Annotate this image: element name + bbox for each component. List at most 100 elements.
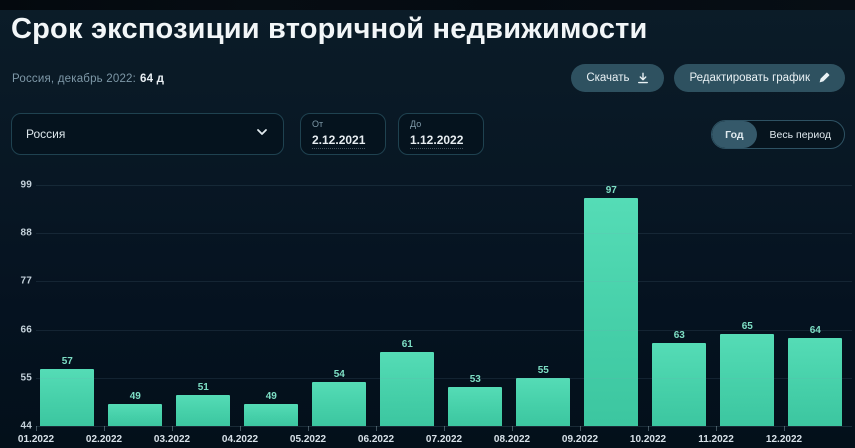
page-title: Срок экспозиции вторичной недвижимости: [11, 13, 648, 45]
bar-wrap: 54: [312, 185, 367, 426]
y-axis: 44 55 66 77 88 99: [6, 180, 32, 432]
gridline: [36, 377, 852, 379]
bar-slots: 57 01.2022 49 02.2022 51 03.2022 49 04.2022 54 05…: [18, 185, 852, 445]
controls-row: Россия От 2.12.2021 До 1.12.2022 Год Вес…: [11, 113, 845, 157]
summary-prefix: Россия, декабрь 2022:: [12, 73, 137, 85]
chevron-down-icon: [255, 125, 269, 144]
bar-wrap: 51: [176, 185, 231, 426]
bar-slot: 97 09.2022: [562, 185, 648, 445]
bar-slot: 51 03.2022: [154, 185, 240, 445]
bar-slot: 55 08.2022: [494, 185, 580, 445]
bar-03.2022[interactable]: [176, 395, 231, 426]
bar-wrap: 63: [652, 185, 707, 426]
date-to-field[interactable]: До 1.12.2022: [398, 113, 484, 155]
x-tick-label: 05.2022: [289, 434, 327, 445]
x-tick-label: 09.2022: [561, 434, 599, 445]
x-tick-label: 06.2022: [357, 434, 395, 445]
bar-value-label: 57: [61, 356, 73, 368]
bar-wrap: 53: [448, 185, 503, 426]
bar-value-label: 55: [537, 364, 549, 376]
bar-value-label: 49: [265, 391, 277, 403]
bar-value-label: 63: [673, 329, 685, 341]
bar-value-label: 61: [401, 338, 413, 350]
download-button-label: Скачать: [586, 72, 630, 84]
x-tick-label: 07.2022: [425, 434, 463, 445]
bar-slot: 49 02.2022: [86, 185, 172, 445]
x-tick-label: 12.2022: [765, 434, 803, 445]
bar-slot: 54 05.2022: [290, 185, 376, 445]
gridline: [36, 185, 852, 186]
toolbar-actions: Скачать Редактировать график: [571, 64, 845, 92]
bar-10.2022[interactable]: [652, 342, 707, 426]
edit-chart-button[interactable]: Редактировать график: [674, 64, 845, 92]
x-tick-label: 02.2022: [85, 434, 123, 445]
y-tick-label: 88: [20, 227, 32, 239]
plot-area: 57 01.2022 49 02.2022 51 03.2022 49 04.2022 54 05…: [18, 185, 852, 445]
bar-01.2022[interactable]: [40, 369, 95, 426]
x-tick-label: 01.2022: [17, 434, 55, 445]
bar-value-label: 97: [605, 185, 617, 196]
bar-wrap: 55: [516, 185, 571, 426]
x-tick-label: 04.2022: [221, 434, 259, 445]
meta-row: Россия, декабрь 2022: 64 д Скачать Редакт…: [11, 64, 845, 96]
date-to-label: До: [410, 119, 422, 129]
bar-slot: 65 11.2022: [698, 185, 784, 445]
x-axis-line: [36, 426, 852, 427]
bar-value-label: 49: [129, 391, 141, 403]
download-icon: [637, 72, 649, 84]
bar-wrap: 64: [788, 185, 843, 426]
toggle-year[interactable]: Год: [712, 121, 757, 148]
bar-value-label: 53: [469, 373, 481, 385]
y-tick-label: 77: [20, 275, 32, 287]
bar-09.2022[interactable]: [584, 198, 639, 426]
exposure-bar-chart: 44 55 66 77 88 99 57 01.2022 49 02.2022 51 03.2022…: [0, 176, 855, 448]
date-to-value: 1.12.2022: [410, 133, 464, 149]
y-tick-label: 44: [20, 420, 32, 432]
edit-chart-button-label: Редактировать график: [689, 72, 810, 84]
date-from-label: От: [312, 119, 324, 129]
bar-wrap: 49: [108, 185, 163, 426]
bar-06.2022[interactable]: [380, 351, 435, 426]
bar-value-label: 54: [333, 369, 345, 381]
bar-08.2022[interactable]: [516, 377, 571, 426]
date-from-value: 2.12.2021: [312, 133, 366, 149]
y-tick-label: 66: [20, 324, 32, 336]
bar-11.2022[interactable]: [720, 333, 775, 426]
bar-wrap: 49: [244, 185, 299, 426]
bar-value-label: 65: [741, 320, 753, 332]
x-tick-label: 11.2022: [698, 434, 734, 445]
region-select[interactable]: Россия: [11, 113, 284, 155]
bar-slot: 64 12.2022: [766, 185, 852, 445]
y-tick-label: 99: [20, 179, 32, 191]
gridline: [36, 281, 852, 283]
bar-02.2022[interactable]: [108, 404, 163, 426]
bar-slot: 53 07.2022: [426, 185, 512, 445]
bar-slot: 61 06.2022: [358, 185, 444, 445]
region-select-value: Россия: [26, 127, 66, 141]
download-button[interactable]: Скачать: [571, 64, 665, 92]
x-tick-label: 10.2022: [629, 434, 667, 445]
date-from-field[interactable]: От 2.12.2021: [300, 113, 386, 155]
bar-05.2022[interactable]: [312, 382, 367, 426]
y-tick-label: 55: [20, 372, 32, 384]
bar-wrap: 65: [720, 185, 775, 426]
top-strip: [0, 0, 855, 10]
bar-04.2022[interactable]: [244, 404, 299, 426]
summary-value: 64 д: [140, 73, 165, 85]
x-tick-label: 08.2022: [493, 434, 531, 445]
bar-12.2022[interactable]: [788, 338, 843, 426]
toggle-all-period[interactable]: Весь период: [757, 121, 844, 148]
bar-wrap: 61: [380, 185, 435, 426]
bar-wrap: 97: [584, 185, 639, 426]
gridline: [36, 233, 852, 235]
x-tick-label: 03.2022: [153, 434, 191, 445]
bar-slot: 49 04.2022: [222, 185, 308, 445]
gridline: [36, 329, 852, 331]
bar-slot: 57 01.2022: [18, 185, 104, 445]
bar-07.2022[interactable]: [448, 386, 503, 426]
period-toggle: Год Весь период: [711, 120, 845, 149]
bar-slot: 63 10.2022: [630, 185, 716, 445]
bar-wrap: 57: [40, 185, 95, 426]
bar-value-label: 51: [197, 382, 209, 394]
